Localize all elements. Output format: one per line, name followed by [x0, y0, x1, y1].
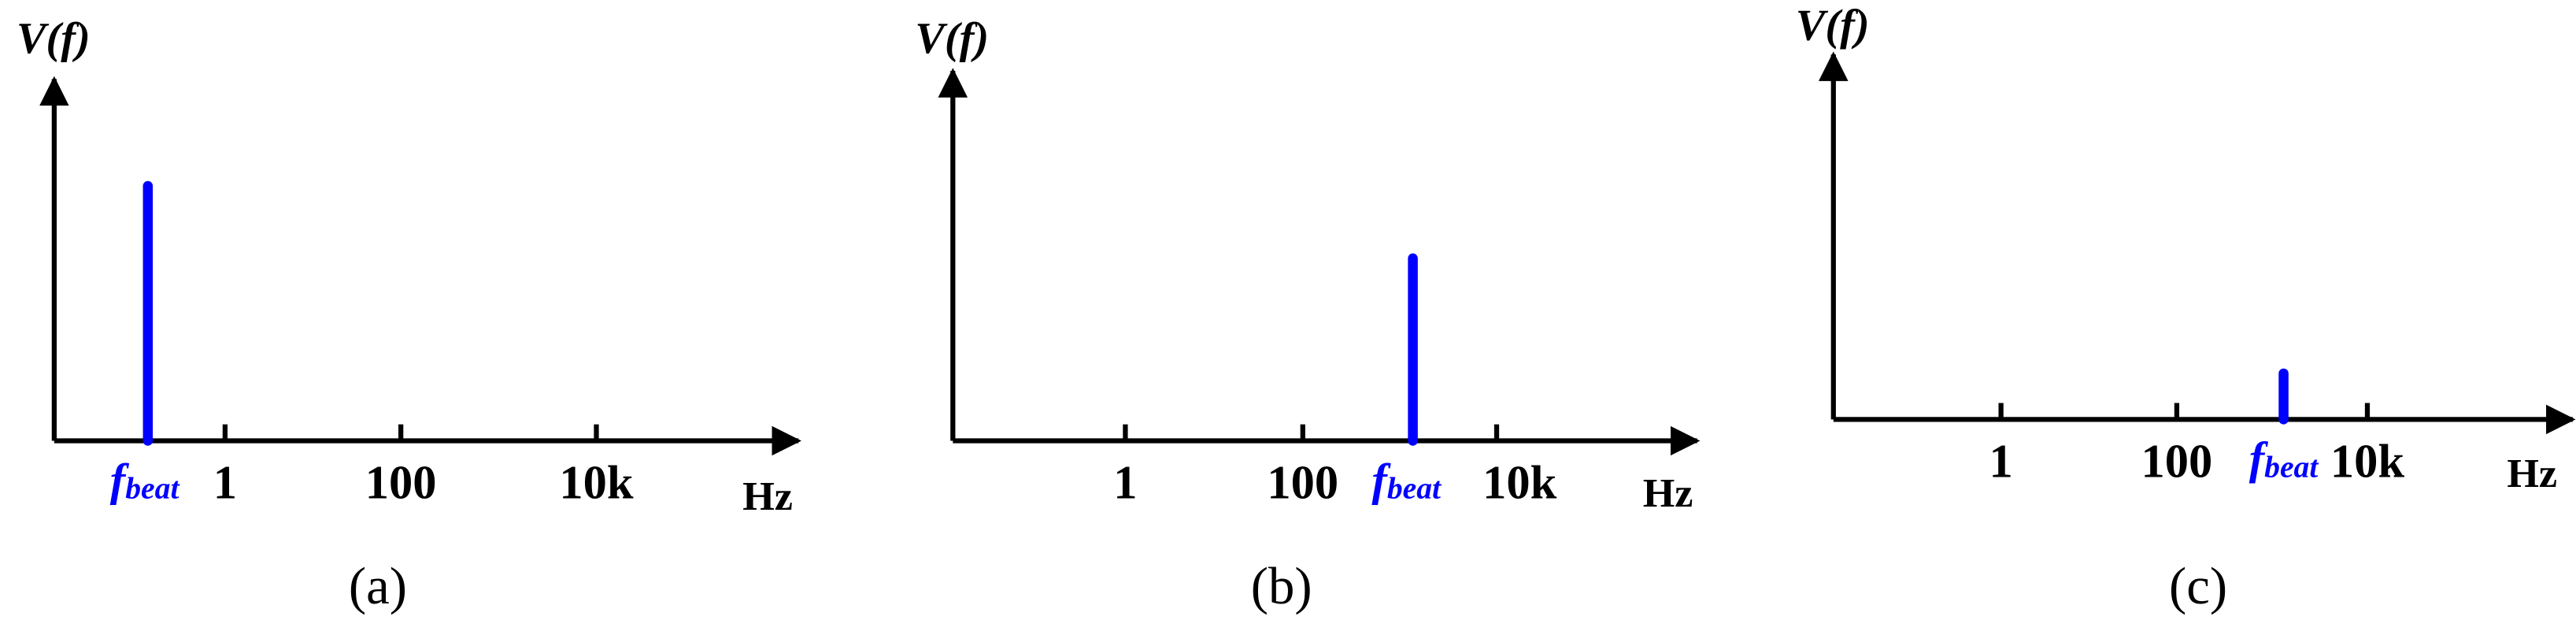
- panel: V(f) 1 100 10k fbeat Hz (b): [915, 14, 1701, 615]
- tick-label: 100: [1267, 457, 1338, 510]
- subscript: beat: [2264, 449, 2319, 484]
- unit-label: Hz: [1643, 471, 1693, 516]
- subscript: beat: [125, 471, 180, 506]
- unit-label: Hz: [742, 474, 793, 519]
- tick-label: 1: [213, 457, 237, 510]
- y-axis-label: V(f): [17, 14, 91, 63]
- beat-frequency-label: fbeat: [1371, 454, 1442, 505]
- tick-label: 1: [1989, 435, 2013, 488]
- y-axis-label: V(f): [915, 14, 989, 63]
- beat-frequency-label: fbeat: [110, 454, 180, 505]
- caption: (b): [1251, 558, 1312, 615]
- beat-frequency-label: fbeat: [2249, 433, 2319, 484]
- subscript: beat: [1387, 471, 1442, 506]
- tick-label: 1: [1113, 457, 1137, 510]
- tick-label: 10k: [1482, 457, 1557, 510]
- tick-label: 100: [365, 457, 437, 510]
- caption: (c): [2169, 558, 2227, 615]
- y-axis-label: V(f): [1796, 1, 1870, 50]
- tick-label: 10k: [559, 457, 634, 510]
- unit-label: Hz: [2507, 451, 2557, 496]
- panel: V(f) 1 100 10k fbeat Hz (a): [17, 14, 801, 615]
- tick-label: 10k: [2330, 435, 2405, 488]
- caption: (a): [349, 558, 407, 615]
- tick-label: 100: [2141, 435, 2213, 488]
